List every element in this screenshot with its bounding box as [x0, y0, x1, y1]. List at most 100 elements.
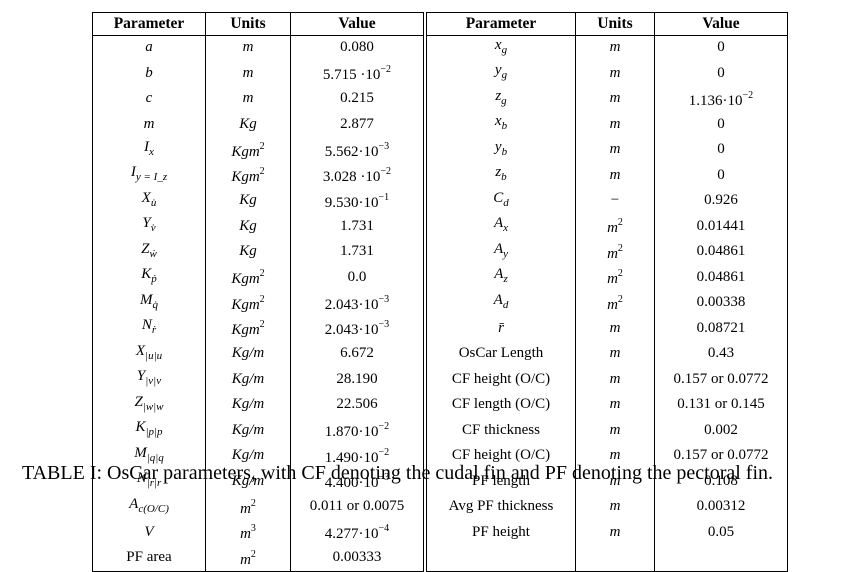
- cell-units-right: m: [575, 112, 655, 138]
- cell-parameter-left: M|q|q: [92, 443, 206, 469]
- cell-value-left: 22.506: [290, 392, 427, 418]
- cell-parameter-left: Ix: [92, 137, 206, 163]
- cell-value-left: 0.215: [290, 86, 427, 112]
- cell-parameter-left: m: [92, 112, 206, 138]
- cell-parameter-left: Z|w|w: [92, 392, 206, 418]
- header-value-left: Value: [290, 12, 427, 36]
- cell-value-left: 0.0: [290, 265, 427, 291]
- cell-value-right: 0.00338: [654, 290, 788, 316]
- cell-parameter-right: xg: [424, 35, 576, 61]
- cell-value-left: 0.080: [290, 35, 427, 61]
- cell-units-right: m: [575, 367, 655, 393]
- cell-units-right: m: [575, 35, 655, 61]
- cell-parameter-right: yb: [424, 137, 576, 163]
- cell-parameter-left: a: [92, 35, 206, 61]
- cell-value-left: 1.870·10−2: [290, 418, 427, 444]
- cell-units-left: m: [205, 61, 291, 87]
- cell-value-left: 6.672: [290, 341, 427, 367]
- header-parameter-left: Parameter: [92, 12, 206, 36]
- table-row: Z|w|w Kg/m 22.506 CF length (O/C) m 0.131 or …: [92, 392, 788, 418]
- table-row: Zẇ Kg 1.731 Ay m2 0.04861: [92, 239, 788, 265]
- table-row: Iy = I_z Kgm2 3.028 ·10−2 zb m 0: [92, 163, 788, 189]
- cell-parameter-left: N|r|r: [92, 469, 206, 495]
- table-row: Y|v|v Kg/m 28.190 CF height (O/C) m 0.157 or …: [92, 367, 788, 393]
- cell-parameter-right: CF height (O/C): [424, 443, 576, 469]
- cell-value-left: 1.731: [290, 239, 427, 265]
- cell-units-right: m: [575, 86, 655, 112]
- cell-units-right: m: [575, 341, 655, 367]
- cell-value-right: 0: [654, 137, 788, 163]
- cell-units-left: Kg: [205, 239, 291, 265]
- cell-value-right: 0.04861: [654, 239, 788, 265]
- cell-units-left: Kg: [205, 112, 291, 138]
- cell-units-left: m2: [205, 494, 291, 520]
- cell-units-right: m: [575, 163, 655, 189]
- cell-parameter-left: Y|v|v: [92, 367, 206, 393]
- cell-units-left: Kgm2: [205, 290, 291, 316]
- cell-units-left: Kgm2: [205, 316, 291, 342]
- cell-parameter-right: zb: [424, 163, 576, 189]
- cell-parameter-right: Az: [424, 265, 576, 291]
- cell-parameter-right: CF height (O/C): [424, 367, 576, 393]
- header-value-right: Value: [654, 12, 788, 36]
- table-row: b m 5.715 ·10−2 yg m 0: [92, 61, 788, 87]
- cell-value-right: 1.136·10−2: [654, 86, 788, 112]
- cell-units-right: m2: [575, 239, 655, 265]
- cell-units-left: Kg/m: [205, 469, 291, 495]
- cell-units-left: Kg/m: [205, 418, 291, 444]
- cell-units-left: Kg/m: [205, 392, 291, 418]
- cell-parameter-left: Iy = I_z: [92, 163, 206, 189]
- cell-parameter-right: PF length: [424, 469, 576, 495]
- cell-units-right: m: [575, 418, 655, 444]
- cell-units-left: Kgm2: [205, 163, 291, 189]
- cell-parameter-left: Kṗ: [92, 265, 206, 291]
- cell-parameter-right: r̄: [424, 316, 576, 342]
- cell-units-left: Kgm2: [205, 265, 291, 291]
- cell-value-right: 0.157 or 0.0772: [654, 367, 788, 393]
- cell-parameter-right: OsCar Length: [424, 341, 576, 367]
- cell-parameter-left: Yv̇: [92, 214, 206, 240]
- cell-value-left: 2.877: [290, 112, 427, 138]
- cell-value-right: [654, 545, 788, 572]
- cell-parameter-right: zg: [424, 86, 576, 112]
- cell-units-right: m: [575, 392, 655, 418]
- cell-value-left: 3.028 ·10−2: [290, 163, 427, 189]
- cell-units-right: m2: [575, 265, 655, 291]
- table-row: Nṙ Kgm2 2.043·10−3 r̄ m 0.08721: [92, 316, 788, 342]
- cell-units-right: m: [575, 61, 655, 87]
- cell-value-left: 5.562·10−3: [290, 137, 427, 163]
- cell-units-left: Kg/m: [205, 341, 291, 367]
- cell-value-right: 0.108: [654, 469, 788, 495]
- table-caption: TABLE I: OsCar parameters, with CF denot…: [22, 462, 774, 484]
- cell-parameter-right: xb: [424, 112, 576, 138]
- cell-parameter-right: Ay: [424, 239, 576, 265]
- cell-parameter-left: Zẇ: [92, 239, 206, 265]
- table-row: Ix Kgm2 5.562·10−3 yb m 0: [92, 137, 788, 163]
- table-row: PF area m2 0.00333: [92, 545, 788, 572]
- table-row: Ac(O/C) m2 0.011 or 0.0075 Avg PF thickness…: [92, 494, 788, 520]
- cell-units-right: m: [575, 494, 655, 520]
- cell-value-right: 0.926: [654, 188, 788, 214]
- cell-units-right: m: [575, 316, 655, 342]
- cell-value-left: 0.011 or 0.0075: [290, 494, 427, 520]
- table-row: Xu̇ Kg 9.530·10−1 Cd −0.926: [92, 188, 788, 214]
- cell-parameter-left: K|p|p: [92, 418, 206, 444]
- cell-value-right: 0: [654, 35, 788, 61]
- header-units-right: Units: [575, 12, 655, 36]
- table-row: m Kg 2.877 xb m 0: [92, 112, 788, 138]
- cell-value-right: 0.08721: [654, 316, 788, 342]
- cell-value-left: 28.190: [290, 367, 427, 393]
- cell-units-right: m: [575, 520, 655, 546]
- table-header-row: Parameter Units Value Parameter Units Va…: [92, 12, 788, 36]
- cell-parameter-left: V: [92, 520, 206, 546]
- cell-parameter-left: Mq̇: [92, 290, 206, 316]
- cell-value-right: 0.04861: [654, 265, 788, 291]
- cell-value-right: 0.01441: [654, 214, 788, 240]
- cell-value-right: 0.05: [654, 520, 788, 546]
- cell-value-left: 2.043·10−3: [290, 290, 427, 316]
- cell-parameter-left: Ac(O/C): [92, 494, 206, 520]
- cell-units-left: Kg/m: [205, 443, 291, 469]
- cell-units-left: Kg: [205, 214, 291, 240]
- cell-value-left: 1.731: [290, 214, 427, 240]
